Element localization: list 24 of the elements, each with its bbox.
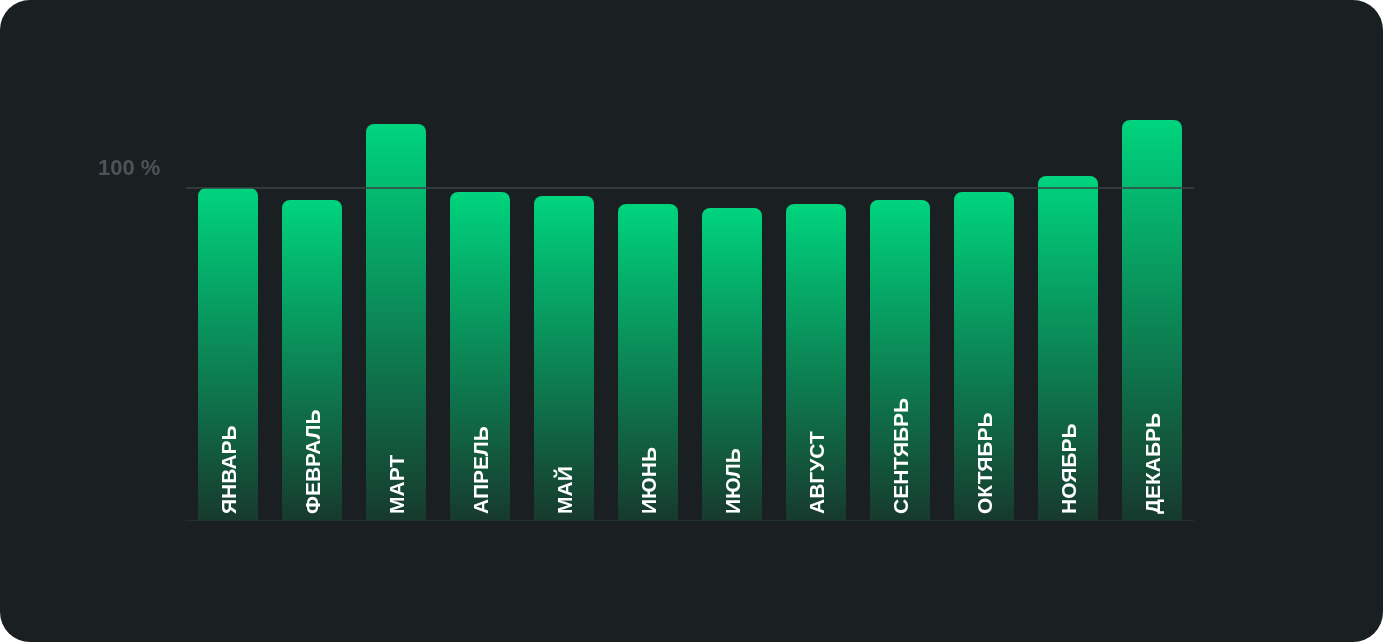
x-tick-label: АВГУСТ bbox=[804, 431, 828, 514]
bar bbox=[198, 188, 258, 520]
x-tick-label: ОКТЯБРЬ bbox=[972, 412, 996, 514]
bar bbox=[1122, 120, 1182, 520]
x-tick-label: СЕНТЯБРЬ bbox=[888, 397, 912, 514]
x-tick-label: МАЙ bbox=[552, 466, 576, 514]
x-tick-label: ИЮНЬ bbox=[636, 446, 660, 514]
x-tick-label: НОЯБРЬ bbox=[1056, 423, 1080, 514]
x-tick-label: ДЕКАБРЬ bbox=[1140, 412, 1164, 514]
x-tick-label: МАРТ bbox=[384, 454, 408, 514]
x-tick-label: ФЕВРАЛЬ bbox=[300, 409, 324, 514]
x-tick-label: ЯНВАРЬ bbox=[216, 425, 240, 514]
bar bbox=[366, 124, 426, 520]
bar bbox=[702, 208, 762, 520]
bar bbox=[786, 204, 846, 520]
bar bbox=[618, 204, 678, 520]
bar bbox=[450, 192, 510, 520]
x-tick-label: АПРЕЛЬ bbox=[468, 426, 492, 514]
bar bbox=[954, 192, 1014, 520]
bar bbox=[534, 196, 594, 520]
bar bbox=[870, 200, 930, 520]
bar bbox=[1038, 176, 1098, 520]
bar bbox=[282, 200, 342, 520]
x-tick-label: ИЮЛЬ bbox=[720, 448, 744, 514]
